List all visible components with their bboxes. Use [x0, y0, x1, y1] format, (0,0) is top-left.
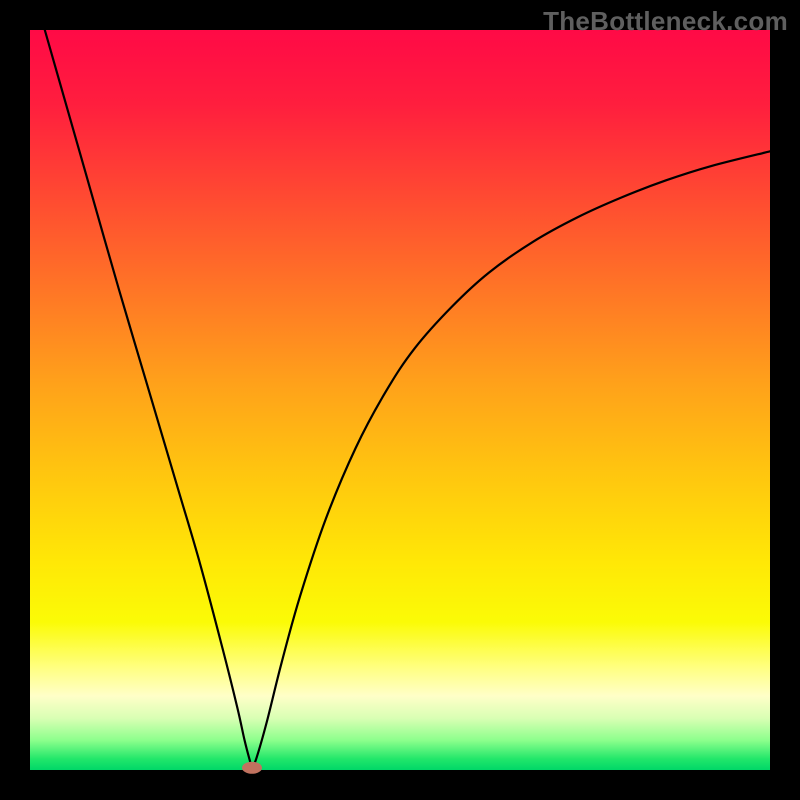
plot-gradient-background: [30, 30, 770, 770]
minimum-marker: [242, 762, 262, 774]
chart-svg: [0, 0, 800, 800]
chart-root: TheBottleneck.com: [0, 0, 800, 800]
watermark-text: TheBottleneck.com: [543, 6, 788, 37]
